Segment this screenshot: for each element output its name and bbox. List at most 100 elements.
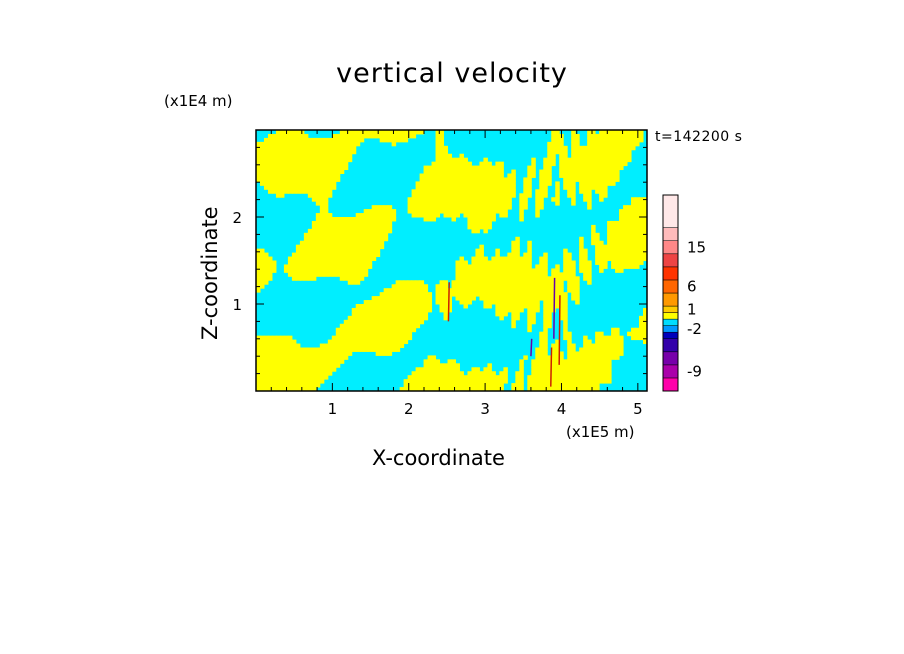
- field-cell-positive: [595, 133, 600, 139]
- field-cell-positive: [639, 252, 644, 258]
- field-cell-positive: [555, 383, 560, 388]
- field-cell-positive: [547, 284, 552, 289]
- field-cell-positive: [583, 359, 588, 364]
- field-cell-positive: [483, 165, 488, 171]
- field-cell-positive: [359, 304, 365, 309]
- field-cell-positive: [295, 347, 301, 352]
- field-cell-positive: [263, 387, 269, 391]
- field-cell-positive: [607, 165, 612, 171]
- field-cell-positive: [363, 232, 369, 238]
- field-cell-positive: [599, 137, 604, 143]
- field-cell-positive: [583, 256, 588, 261]
- field-cell-positive: [323, 149, 329, 155]
- field-cell-positive: [335, 157, 341, 163]
- field-cell-positive: [531, 319, 536, 325]
- field-cell-positive: [339, 228, 345, 234]
- field-cell-positive: [391, 292, 397, 297]
- field-cell-positive: [567, 367, 572, 372]
- field-cell-positive: [355, 315, 361, 321]
- field-cell-positive: [603, 351, 608, 356]
- field-cell-positive: [379, 205, 385, 210]
- field-cell-positive: [615, 339, 620, 345]
- field-cell-positive: [531, 383, 536, 388]
- field-cell-positive: [571, 181, 576, 186]
- field-cell-positive: [511, 284, 516, 289]
- field-cell-positive: [499, 205, 504, 210]
- field-cell-positive: [319, 220, 325, 226]
- field-cell-positive: [495, 193, 500, 198]
- field-cell-positive: [487, 165, 492, 171]
- field-cell-positive: [419, 319, 425, 325]
- field-cell-positive: [463, 387, 468, 391]
- field-cell-positive: [371, 224, 377, 230]
- colorbar-level: [662, 292, 679, 307]
- field-cell-positive: [567, 347, 572, 352]
- field-cell-positive: [623, 228, 628, 234]
- field-cell-positive: [455, 161, 460, 167]
- field-cell-positive: [331, 157, 337, 163]
- field-cell-positive: [467, 264, 472, 269]
- field-cell-positive: [423, 217, 429, 222]
- field-cell-positive: [555, 185, 560, 190]
- field-cell-positive: [607, 375, 612, 380]
- field-cell-positive: [267, 153, 273, 159]
- field-cell-positive: [579, 173, 584, 178]
- field-cell-positive: [311, 351, 317, 356]
- field-cell-positive: [311, 197, 317, 202]
- field-cell-positive: [279, 347, 285, 352]
- field-cell-positive: [415, 284, 421, 289]
- field-cell-positive: [587, 371, 592, 376]
- field-cell-positive: [359, 264, 365, 269]
- field-cell-positive: [631, 145, 636, 151]
- field-cell-positive: [431, 367, 437, 372]
- field-cell-positive: [491, 173, 496, 178]
- x-axis-unit: (x1E5 m): [566, 423, 635, 441]
- field-cell-positive: [303, 379, 309, 384]
- field-cell-positive: [355, 272, 361, 277]
- field-cell-positive: [299, 363, 305, 368]
- field-cell-positive: [387, 315, 393, 321]
- colorbar-level: [662, 312, 679, 320]
- field-cell-positive: [623, 240, 628, 246]
- chart-title: vertical velocity: [336, 58, 568, 89]
- field-cell-positive: [479, 272, 484, 277]
- field-cell-positive: [371, 323, 377, 329]
- field-cell-positive: [599, 371, 604, 376]
- field-cell-positive: [455, 165, 460, 171]
- field-cell-positive: [311, 169, 317, 174]
- field-cell-positive: [311, 252, 317, 258]
- field-cell-positive: [311, 145, 317, 151]
- field-cell-positive: [419, 177, 425, 182]
- field-cell-positive: [343, 323, 349, 329]
- field-cell-positive: [519, 292, 524, 297]
- field-cell-positive: [639, 213, 644, 218]
- field-cell-positive: [463, 209, 468, 214]
- field-cell-positive: [419, 379, 425, 384]
- field-cell-positive: [275, 355, 281, 360]
- field-cell-positive: [615, 256, 620, 261]
- field-cell-positive: [603, 379, 608, 384]
- field-cell-positive: [335, 161, 341, 167]
- field-cell-positive: [339, 327, 345, 333]
- field-cell-positive: [315, 228, 321, 234]
- field-cell-positive: [643, 236, 647, 242]
- field-cell-positive: [287, 359, 293, 364]
- field-cell-positive: [595, 355, 600, 360]
- field-cell-positive: [547, 292, 552, 297]
- field-cell-positive: [307, 363, 313, 368]
- field-cell-positive: [319, 355, 325, 360]
- field-cell-positive: [323, 224, 329, 230]
- field-cell-positive: [319, 367, 325, 372]
- field-cell-positive: [495, 169, 500, 174]
- field-cell-positive: [475, 280, 480, 285]
- field-cell-positive: [431, 193, 437, 198]
- field-cell-positive: [399, 343, 405, 348]
- field-cell-positive: [319, 137, 325, 143]
- field-cell-positive: [415, 201, 421, 206]
- field-cell-positive: [627, 137, 632, 143]
- field-cell-positive: [531, 296, 536, 301]
- field-cell-positive: [256, 149, 261, 155]
- field-cell-positive: [539, 335, 544, 341]
- field-cell-positive: [307, 153, 313, 159]
- field-cell-positive: [415, 315, 421, 321]
